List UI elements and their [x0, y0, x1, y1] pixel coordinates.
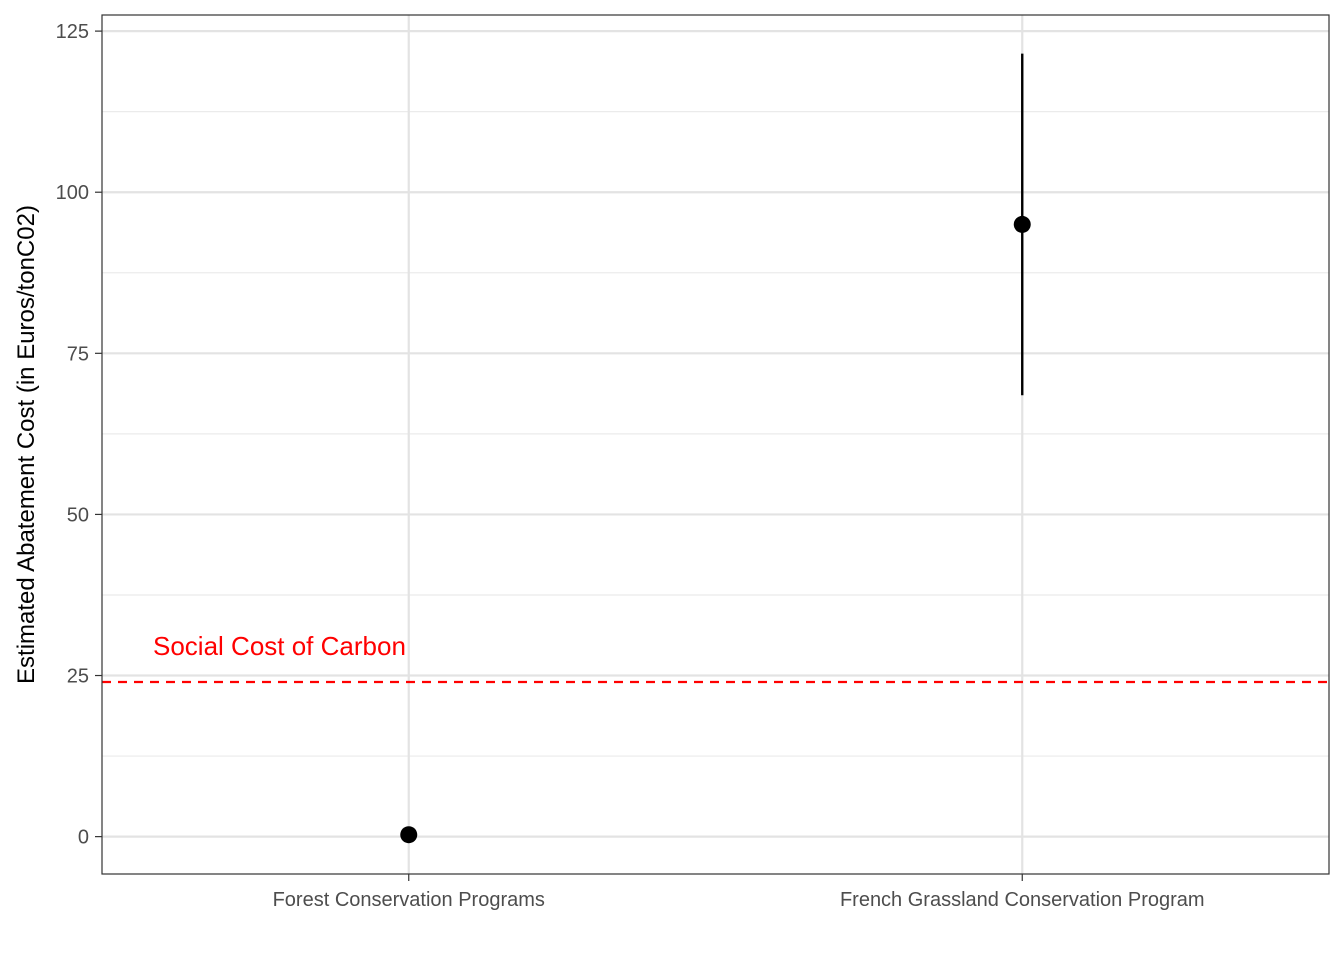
- axes: 0 25 50 75 100 125 Forest Conservation Program…: [56, 21, 1205, 911]
- data-point: [1013, 215, 1031, 233]
- data-point: [400, 826, 418, 844]
- panel-border: [101, 14, 1330, 875]
- y-tick-label: 125: [56, 21, 89, 43]
- y-tick-label: 25: [67, 666, 89, 688]
- data-marks: [400, 53, 1031, 844]
- x-tick-label: French Grassland Conservation Program: [840, 889, 1205, 911]
- y-tick-label: 50: [67, 504, 89, 526]
- y-tick-label: 100: [56, 182, 89, 204]
- y-axis-title: Estimated Abatement Cost (in Euros/tonC0…: [13, 205, 40, 684]
- y-tick-label: 75: [67, 343, 89, 365]
- social-cost-label: Social Cost of Carbon: [153, 631, 406, 661]
- reference-line-group: Social Cost of Carbon: [102, 631, 1329, 684]
- x-tick-label: Forest Conservation Programs: [273, 889, 545, 911]
- grid: [102, 15, 1329, 874]
- y-tick-label: 0: [78, 827, 89, 849]
